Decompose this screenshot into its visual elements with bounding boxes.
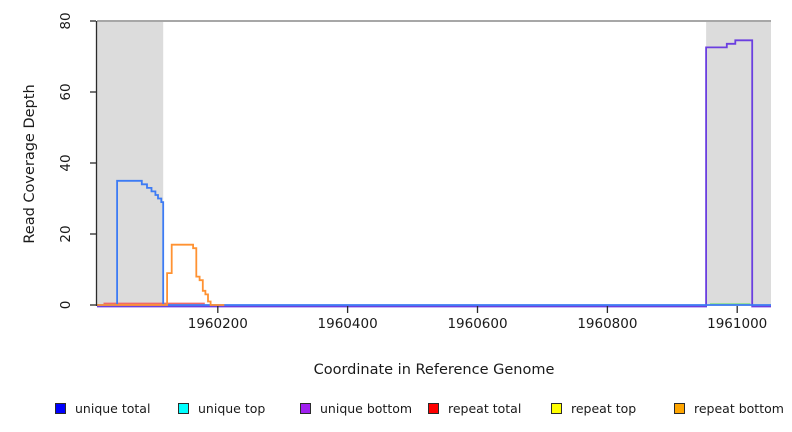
masked-region	[706, 22, 771, 306]
legend-label: repeat top	[571, 400, 637, 416]
legend-swatch	[300, 402, 311, 414]
legend-label: unique bottom	[320, 400, 413, 416]
legend-label: unique total	[75, 400, 151, 416]
legend-swatch	[551, 402, 562, 414]
x-axis-title: Coordinate in Reference Genome	[313, 362, 555, 378]
legend-item-repeat-total: repeat total	[428, 399, 521, 417]
legend-item-repeat-bottom: repeat bottom	[674, 399, 784, 417]
legend-item-unique-total: unique total	[55, 399, 150, 417]
y-tick-label: 60	[58, 83, 74, 101]
legend-item-repeat-top: repeat top	[551, 399, 636, 417]
x-tick-label: 1960200	[187, 316, 248, 332]
x-tick-label: 1960800	[577, 316, 638, 332]
legend-swatch	[178, 402, 189, 414]
legend-swatch	[55, 402, 66, 414]
y-tick-label: 80	[58, 12, 74, 30]
x-tick-label: 1960600	[447, 316, 508, 332]
legend-label: repeat bottom	[694, 400, 784, 416]
series-line-unique-bottom	[97, 39, 771, 308]
y-tick-label: 20	[58, 225, 74, 243]
series-line-unique-total	[97, 179, 771, 306]
masked-region	[97, 22, 164, 306]
legend-swatch	[428, 402, 439, 414]
y-tick-label: 40	[58, 154, 74, 172]
series-line-repeat-bottom	[97, 243, 225, 306]
legend-label: unique top	[198, 400, 266, 416]
y-tick-label: 0	[58, 300, 74, 310]
x-tick-label: 1960400	[317, 316, 378, 332]
legend-swatch	[674, 402, 685, 414]
legend-label: repeat total	[448, 400, 522, 416]
y-axis-title: Read Coverage Depth	[22, 84, 38, 244]
x-tick-label: 1961000	[707, 316, 768, 332]
legend-item-unique-bottom: unique bottom	[300, 399, 412, 417]
legend: unique total unique top unique bottom repea…	[0, 399, 792, 419]
legend-item-unique-top: unique top	[178, 399, 265, 417]
